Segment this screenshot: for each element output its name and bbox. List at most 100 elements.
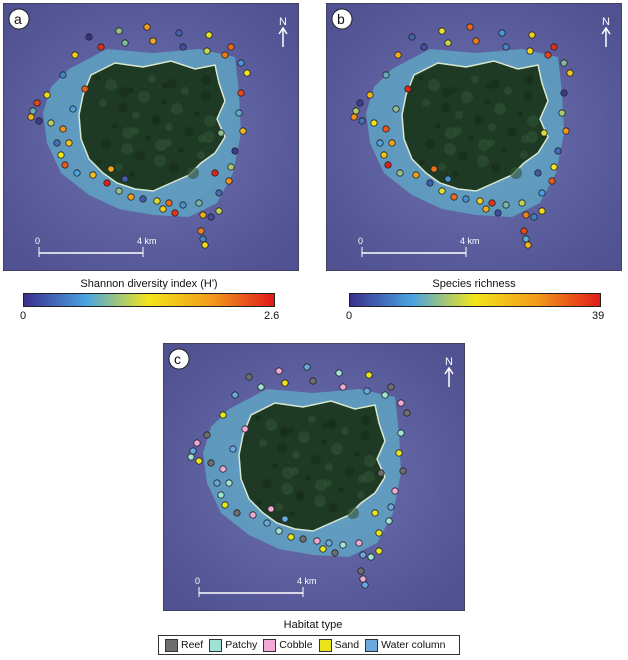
station-point bbox=[426, 179, 434, 187]
legend-label: Sand bbox=[334, 639, 360, 651]
land-texture bbox=[491, 163, 501, 173]
station-point bbox=[235, 109, 243, 117]
station-point bbox=[187, 453, 195, 461]
station-point bbox=[103, 179, 111, 187]
station-point bbox=[365, 371, 373, 379]
north-label: N bbox=[445, 356, 453, 368]
station-point bbox=[179, 201, 187, 209]
station-point bbox=[143, 23, 151, 31]
north-arrow-head-icon bbox=[444, 366, 454, 375]
station-point bbox=[396, 169, 404, 177]
land-texture bbox=[259, 439, 267, 447]
land-texture bbox=[262, 479, 272, 489]
station-point bbox=[217, 129, 225, 137]
land-texture bbox=[354, 451, 360, 457]
station-point bbox=[97, 43, 105, 51]
land-texture bbox=[425, 139, 435, 149]
station-point bbox=[81, 85, 89, 93]
station-point bbox=[359, 575, 367, 583]
station-point bbox=[331, 549, 339, 557]
station-point bbox=[560, 89, 568, 97]
station-point bbox=[395, 449, 403, 457]
station-point bbox=[550, 43, 558, 51]
station-point bbox=[43, 91, 51, 99]
island-land bbox=[238, 400, 386, 532]
land-texture bbox=[435, 123, 441, 129]
station-point bbox=[189, 447, 197, 455]
legend-label: Reef bbox=[181, 639, 204, 651]
station-point bbox=[375, 529, 383, 537]
land-texture bbox=[445, 127, 457, 139]
station-point bbox=[89, 171, 97, 179]
land-texture bbox=[112, 123, 118, 129]
station-point bbox=[530, 213, 538, 221]
station-point bbox=[387, 383, 395, 391]
land-texture bbox=[488, 123, 496, 131]
land-texture bbox=[161, 99, 167, 105]
station-point bbox=[397, 429, 405, 437]
land-texture bbox=[501, 147, 507, 153]
land-texture bbox=[154, 155, 166, 167]
station-point bbox=[488, 199, 496, 207]
station-point bbox=[165, 199, 173, 207]
station-point bbox=[370, 119, 378, 127]
station-point bbox=[367, 553, 375, 561]
station-point bbox=[358, 117, 366, 125]
land-texture bbox=[305, 475, 311, 481]
land-texture bbox=[121, 143, 133, 155]
station-point bbox=[566, 69, 574, 77]
station-point bbox=[207, 213, 215, 221]
station-point bbox=[199, 235, 207, 243]
land-texture bbox=[272, 463, 278, 469]
station-point bbox=[227, 163, 235, 171]
patchy-swatch bbox=[209, 638, 223, 652]
station-point bbox=[29, 107, 37, 115]
station-point bbox=[462, 195, 470, 203]
station-point bbox=[357, 567, 365, 575]
land-texture bbox=[471, 75, 479, 83]
station-point bbox=[59, 125, 67, 133]
land-texture bbox=[507, 127, 517, 137]
station-point bbox=[231, 147, 239, 155]
land-texture bbox=[521, 135, 529, 143]
colorbar-b-title: Species richness bbox=[432, 278, 516, 290]
station-point bbox=[159, 205, 167, 213]
land-texture bbox=[504, 87, 512, 95]
station-point bbox=[450, 193, 458, 201]
legend-item-water-column: Water column bbox=[365, 638, 446, 652]
station-point bbox=[219, 411, 227, 419]
land-texture bbox=[128, 87, 134, 93]
land-texture bbox=[265, 419, 277, 431]
station-point bbox=[197, 227, 205, 235]
island-land bbox=[401, 60, 549, 192]
colorbar-a-title: Shannon diversity index (H') bbox=[80, 278, 218, 290]
station-point bbox=[444, 175, 452, 183]
station-point bbox=[382, 71, 390, 79]
land-texture bbox=[119, 87, 129, 97]
land-texture bbox=[200, 91, 210, 101]
land-texture bbox=[526, 131, 538, 143]
station-point bbox=[366, 91, 374, 99]
land-texture bbox=[474, 115, 484, 125]
station-point bbox=[472, 37, 480, 45]
land-texture bbox=[203, 131, 215, 143]
station-point bbox=[199, 211, 207, 219]
land-texture bbox=[338, 487, 344, 493]
station-point bbox=[35, 117, 43, 125]
land-texture bbox=[115, 163, 123, 171]
land-texture bbox=[315, 479, 327, 491]
station-point bbox=[335, 369, 343, 377]
legend-label: Water column bbox=[381, 639, 446, 651]
land-texture bbox=[452, 171, 458, 177]
station-point bbox=[388, 139, 396, 147]
station-point bbox=[263, 519, 271, 527]
land-texture bbox=[295, 491, 305, 501]
station-point bbox=[203, 47, 211, 55]
station-point bbox=[221, 501, 229, 509]
station-point bbox=[384, 161, 392, 169]
station-point bbox=[267, 505, 275, 513]
land-texture bbox=[184, 127, 194, 137]
scale-distance-label: 4 km bbox=[137, 236, 157, 246]
land-texture bbox=[135, 151, 145, 161]
station-point bbox=[237, 59, 245, 67]
